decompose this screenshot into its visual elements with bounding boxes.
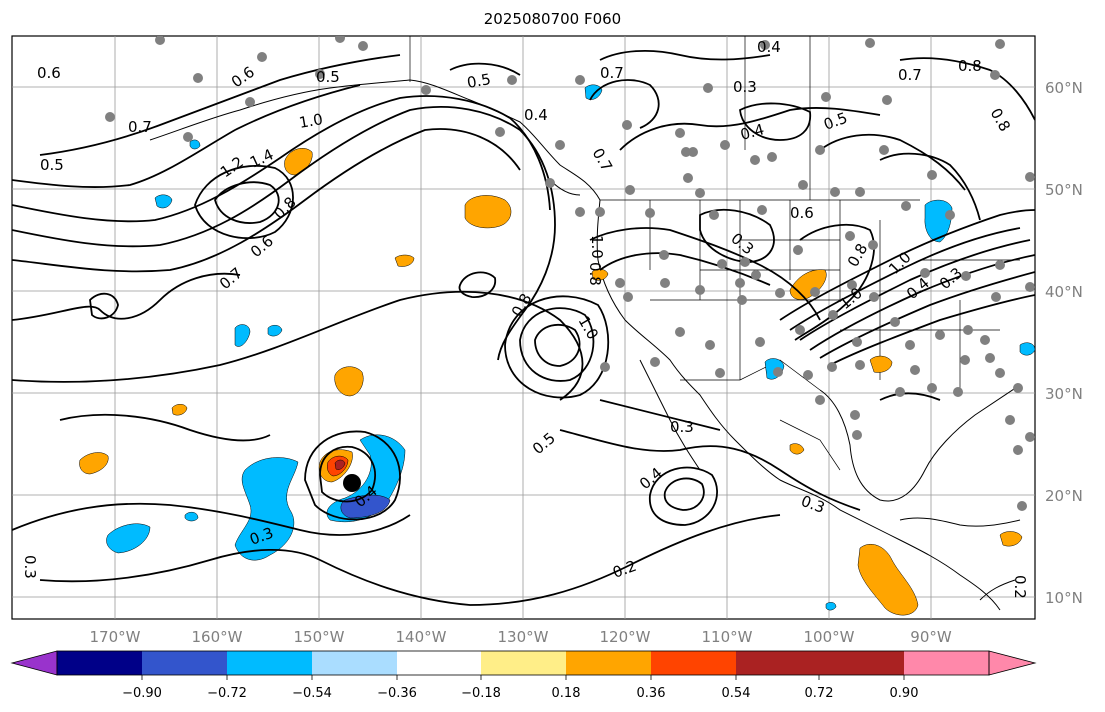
contour-label: 0.7 (600, 64, 624, 82)
contour-label: 1.0 (298, 110, 325, 132)
contour-label: 0.6 (37, 64, 61, 82)
gridlines (12, 36, 1035, 619)
lon-label: 160°W (192, 628, 243, 646)
lat-label: 50°N (1045, 181, 1083, 199)
colorbar-segment (904, 651, 989, 675)
contour-label: 0.5 (316, 68, 340, 86)
contour-label: 0.3 (21, 555, 39, 579)
colorbar-segment (481, 651, 566, 675)
anomaly-shading (79, 84, 1035, 616)
contour-label: 0.4 (738, 120, 766, 144)
contour-label: 0.7 (128, 118, 152, 136)
colorbar-segment (312, 651, 397, 675)
lon-label: 100°W (804, 628, 855, 646)
colorbar-segment (736, 651, 819, 675)
colorbar-tick-label: −0.18 (461, 686, 501, 701)
contour-label: 0.3 (733, 78, 757, 96)
colorbar-segment (651, 651, 736, 675)
storm-center-marker (343, 474, 361, 492)
colorbar-segment (397, 651, 481, 675)
contour-lines (12, 49, 1035, 606)
lon-label: 90°W (910, 628, 952, 646)
colorbar-tick-label: −0.90 (122, 686, 162, 701)
colorbar-segment (819, 651, 904, 675)
lat-label: 10°N (1045, 589, 1083, 607)
station-markers (105, 36, 1035, 511)
lon-label: 110°W (702, 628, 753, 646)
lon-label: 170°W (90, 628, 141, 646)
contour-label: 0.7 (898, 66, 922, 84)
lon-label: 130°W (498, 628, 549, 646)
lat-label: 30°N (1045, 385, 1083, 403)
colorbar-tick-label: 0.36 (637, 686, 666, 701)
colorbar-tick-label: 0.18 (552, 686, 581, 701)
lat-label: 20°N (1045, 487, 1083, 505)
colorbar-tick-label: −0.72 (207, 686, 247, 701)
lat-label: 60°N (1045, 79, 1083, 97)
contour-label: 0.5 (40, 156, 64, 174)
colorbar-segment (227, 651, 312, 675)
colorbar-tick-label: 0.72 (805, 686, 834, 701)
colorbar-right-extension (988, 650, 1037, 676)
contour-label: 0.8 (586, 262, 604, 286)
longitude-labels: 170°W 160°W 150°W 140°W 130°W 120°W 110°… (90, 628, 952, 646)
colorbar-segment (142, 651, 227, 675)
lon-label: 150°W (294, 628, 345, 646)
map-title: 2025080700 F060 (483, 10, 622, 28)
colorbar-left-extension (10, 650, 58, 676)
coastlines (149, 79, 1021, 611)
lon-label: 140°W (396, 628, 447, 646)
contour-label: 0.6 (790, 204, 814, 222)
contour-label: 0.3 (670, 418, 694, 436)
lon-label: 120°W (600, 628, 651, 646)
colorbar-tick-label: 0.54 (722, 686, 751, 701)
contour-label: 0.5 (466, 70, 493, 92)
contour-label: 0.8 (958, 57, 982, 75)
latitude-labels: 60°N 50°N 40°N 30°N 20°N 10°N (1045, 79, 1083, 607)
lat-label: 40°N (1045, 283, 1083, 301)
colorbar-tick-label: −0.36 (377, 686, 417, 701)
colorbar-segment (566, 651, 651, 675)
contour-label: 0.4 (524, 106, 548, 124)
colorbar-segment (57, 651, 142, 675)
contour-label: 0.2 (1011, 575, 1029, 599)
contour-label: 0.4 (757, 38, 781, 56)
colorbar: −0.90 −0.72 −0.54 −0.36 −0.18 0.18 0.36 … (10, 650, 1037, 701)
colorbar-tick-label: −0.54 (292, 686, 332, 701)
colorbar-tick-label: 0.90 (890, 686, 919, 701)
contour-label: 1.0 (588, 235, 606, 259)
